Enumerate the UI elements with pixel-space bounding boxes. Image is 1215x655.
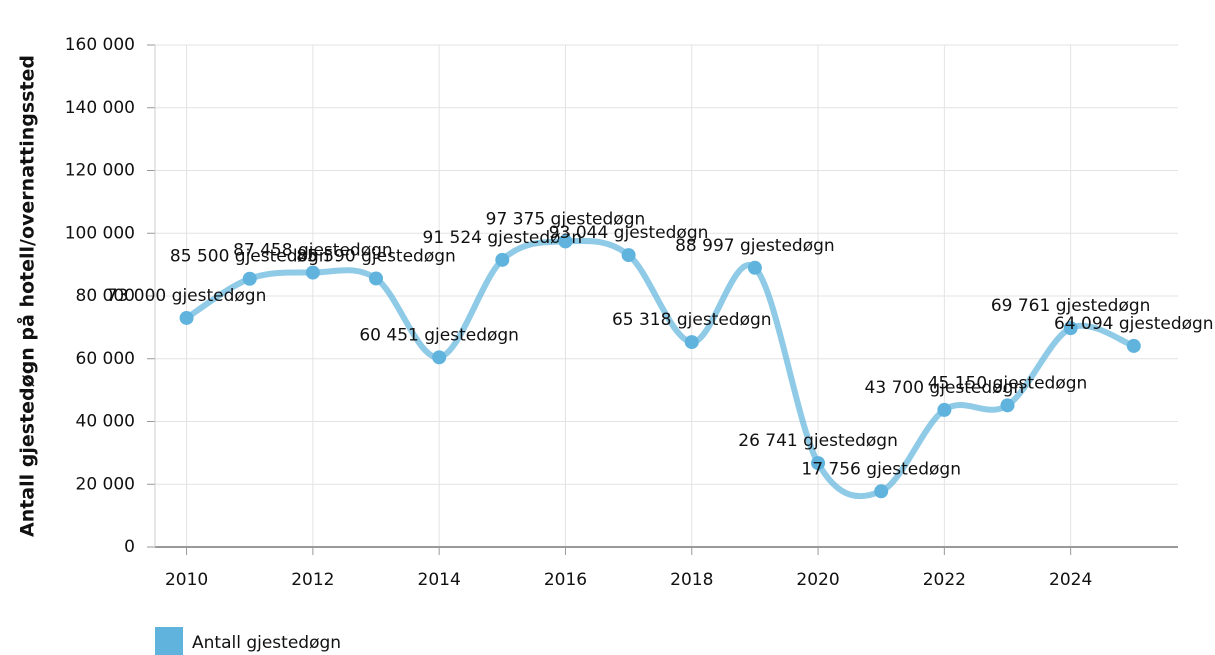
x-tick-label: 2020 <box>796 570 839 590</box>
data-point <box>937 402 952 417</box>
data-point <box>305 265 320 280</box>
y-tick-label: 60 000 <box>76 349 135 369</box>
data-label: 26 741 gjestedøgn <box>738 431 898 451</box>
data-label: 91 524 gjestedøgn <box>423 228 583 248</box>
data-point <box>558 234 573 249</box>
data-point <box>1126 338 1141 353</box>
x-tick-label: 2014 <box>418 570 461 590</box>
data-point <box>684 335 699 350</box>
y-tick-label: 100 000 <box>65 223 135 243</box>
x-tick-label: 2024 <box>1049 570 1092 590</box>
data-label: 88 997 gjestedøgn <box>675 236 835 256</box>
data-label: 93 044 gjestedøgn <box>549 223 709 243</box>
x-tick-label: 2010 <box>165 570 208 590</box>
data-point <box>874 484 889 499</box>
data-point <box>811 456 826 471</box>
data-point <box>1000 398 1015 413</box>
data-label: 73 000 gjestedøgn <box>107 286 267 306</box>
data-label: 45 150 gjestedøgn <box>928 373 1088 393</box>
data-point <box>179 310 194 325</box>
data-point <box>747 260 762 275</box>
series-line <box>184 237 1135 500</box>
y-tick-label: 0 <box>124 537 135 557</box>
x-tick-label: 2012 <box>291 570 334 590</box>
data-label: 43 700 gjestedøgn <box>865 378 1025 398</box>
y-tick-label: 160 000 <box>65 35 135 55</box>
legend-swatch <box>155 627 183 655</box>
data-label: 87 458 gjestedøgn <box>233 241 393 261</box>
y-tick-label: 40 000 <box>76 412 135 432</box>
data-point <box>369 271 384 286</box>
y-tick-label: 120 000 <box>65 161 135 181</box>
data-label: 85 500 gjestedøgn <box>170 247 330 267</box>
data-point <box>242 271 257 286</box>
x-tick-label: 2016 <box>544 570 587 590</box>
data-label: 85 590 gjestedøgn <box>296 246 456 266</box>
data-label: 69 761 gjestedøgn <box>991 296 1151 316</box>
data-point <box>432 350 447 365</box>
data-label: 65 318 gjestedøgn <box>612 310 772 330</box>
data-label: 97 375 gjestedøgn <box>486 209 646 229</box>
data-point <box>495 252 510 267</box>
data-point <box>1063 321 1078 336</box>
data-point <box>621 248 636 263</box>
data-label: 64 094 gjestedøgn <box>1054 314 1214 334</box>
legend-label: Antall gjestedøgn <box>192 633 341 653</box>
y-axis-title: Antall gjestedøgn på hotell/overnattings… <box>15 55 39 537</box>
data-label: 17 756 gjestedøgn <box>801 459 961 479</box>
y-tick-label: 20 000 <box>76 474 135 494</box>
y-tick-label: 140 000 <box>65 98 135 118</box>
y-tick-label: 80 000 <box>76 286 135 306</box>
data-label: 60 451 gjestedøgn <box>359 325 519 345</box>
x-tick-label: 2018 <box>670 570 713 590</box>
x-tick-label: 2022 <box>923 570 966 590</box>
